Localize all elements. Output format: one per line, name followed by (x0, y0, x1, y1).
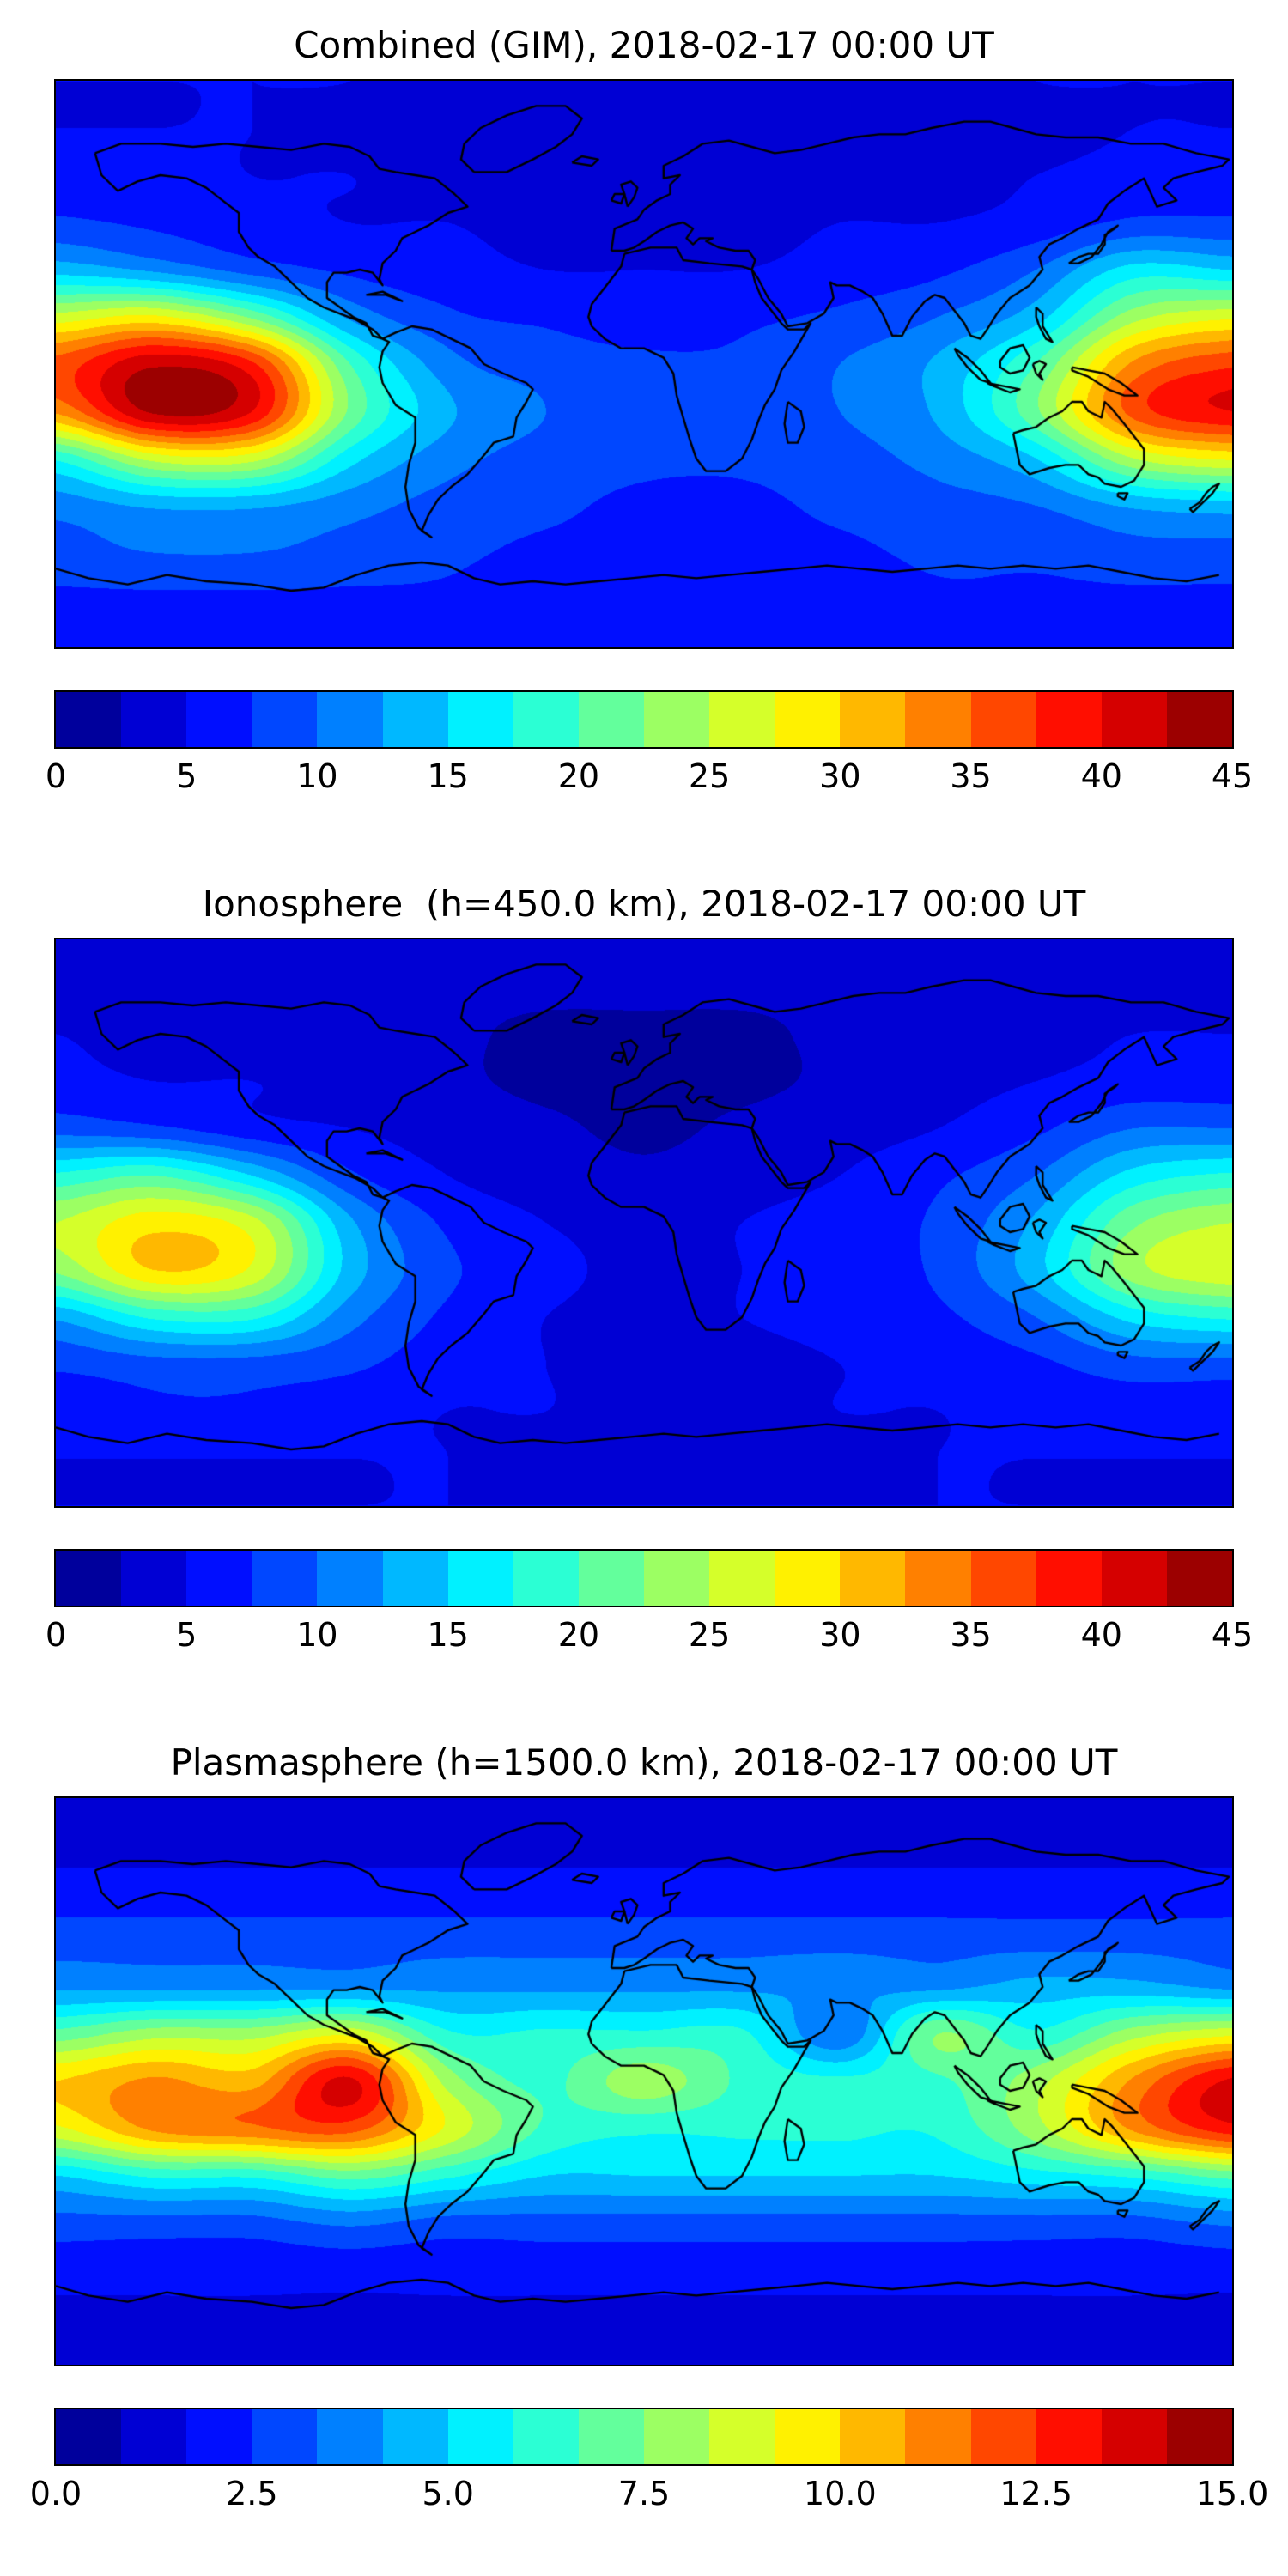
colorbar-segment (121, 1551, 187, 1606)
colorbar-plasmasphere (54, 2408, 1234, 2466)
colorbar-segment (317, 692, 383, 747)
colorbar-segment (905, 2409, 971, 2464)
colorbar-tick-label: 0 (45, 1616, 67, 1654)
colorbar-segment (1166, 692, 1232, 747)
colorbar-tick-label: 35 (950, 1616, 992, 1654)
colorbar-segment (317, 1551, 383, 1606)
colorbar-segment (447, 692, 513, 747)
colorbar-segment (775, 2409, 841, 2464)
colorbar-segment (121, 692, 187, 747)
panel-combined-gim: Combined (GIM), 2018-02-17 00:00 UT 0 5 10… (0, 24, 1288, 859)
panel-plasmasphere: Plasmasphere (h=1500.0 km), 2018-02-17 0… (0, 1741, 1288, 2576)
colorbar-segment (513, 692, 579, 747)
colorbar-tick-label: 10.0 (804, 2475, 877, 2512)
colorbar-segment (578, 692, 644, 747)
colorbar-tick-label: 7.5 (617, 2475, 671, 2512)
colorbar-tick-label: 25 (688, 757, 731, 795)
colorbar-segment (252, 1551, 318, 1606)
colorbar-segment (252, 2409, 318, 2464)
map-title-ionosphere: Ionosphere (h=450.0 km), 2018-02-17 00:0… (202, 883, 1086, 925)
colorbar-segment (775, 1551, 841, 1606)
colorbar-ticks-plasmasphere: 0.0 2.5 5.0 7.5 10.0 12.5 15.0 (30, 2473, 1269, 2519)
colorbar-segment (578, 2409, 644, 2464)
colorbar-segment (186, 2409, 252, 2464)
colorbar-segment (56, 2409, 122, 2464)
colorbar-segment (1036, 2409, 1102, 2464)
colorbar-tick-label: 30 (819, 1616, 861, 1654)
colorbar-segment (643, 692, 710, 747)
colorbar-tick-label: 30 (819, 757, 861, 795)
colorbar-segment (186, 692, 252, 747)
panel-ionosphere: Ionosphere (h=450.0 km), 2018-02-17 00:0… (0, 883, 1288, 1717)
colorbar-tick-label: 40 (1080, 757, 1122, 795)
colorbar-segment (840, 1551, 906, 1606)
colorbar-tick-label: 15 (427, 757, 469, 795)
colorbar-tick-label: 40 (1080, 1616, 1122, 1654)
colorbar-segment (709, 1551, 775, 1606)
map-title-combined: Combined (GIM), 2018-02-17 00:00 UT (294, 24, 994, 66)
colorbar-segment (775, 692, 841, 747)
colorbar-segment (121, 2409, 187, 2464)
colorbar-segment (905, 1551, 971, 1606)
colorbar-segment (1101, 692, 1167, 747)
colorbar-segment (643, 2409, 710, 2464)
colorbar-segment (970, 1551, 1036, 1606)
colorbar-segment (578, 1551, 644, 1606)
colorbar-segment (840, 692, 906, 747)
colorbar-tick-label: 45 (1211, 1616, 1254, 1654)
colorbar-tick-label: 0.0 (29, 2475, 82, 2512)
map-title-plasmasphere: Plasmasphere (h=1500.0 km), 2018-02-17 0… (170, 1741, 1118, 1783)
colorbar-segment (56, 1551, 122, 1606)
colorbar-segment (447, 2409, 513, 2464)
colorbar-segment (186, 1551, 252, 1606)
colorbar-segment (382, 692, 448, 747)
world-tec-map-ionosphere (54, 938, 1234, 1508)
tec-maps-figure: Combined (GIM), 2018-02-17 00:00 UT 0 5 10… (0, 24, 1288, 2576)
colorbar-ticks-ionosphere: 0 5 10 15 20 25 30 35 40 45 (46, 1614, 1253, 1661)
colorbar-ticks-combined: 0 5 10 15 20 25 30 35 40 45 (46, 756, 1253, 802)
colorbar-segment (317, 2409, 383, 2464)
colorbar-segment (1036, 1551, 1102, 1606)
colorbar-tick-label: 5 (176, 1616, 197, 1654)
colorbar-tick-label: 20 (557, 757, 600, 795)
colorbar-segment (905, 692, 971, 747)
colorbar-segment (709, 2409, 775, 2464)
colorbar-tick-label: 10 (296, 757, 338, 795)
colorbar-segment (1166, 2409, 1232, 2464)
colorbar-segment (513, 1551, 579, 1606)
colorbar-segment (643, 1551, 710, 1606)
colorbar-segment (970, 692, 1036, 747)
colorbar-tick-label: 35 (950, 757, 992, 795)
colorbar-tick-label: 10 (296, 1616, 338, 1654)
colorbar-tick-label: 20 (557, 1616, 600, 1654)
colorbar-tick-label: 15 (427, 1616, 469, 1654)
colorbar-tick-label: 0 (45, 757, 67, 795)
world-tec-map-plasmasphere (54, 1796, 1234, 2366)
world-tec-map-combined (54, 79, 1234, 649)
colorbar-segment (709, 692, 775, 747)
colorbar-segment (382, 1551, 448, 1606)
colorbar-segment (1166, 1551, 1232, 1606)
colorbar-segment (970, 2409, 1036, 2464)
colorbar-tick-label: 12.5 (999, 2475, 1072, 2512)
colorbar-segment (382, 2409, 448, 2464)
colorbar-tick-label: 45 (1211, 757, 1254, 795)
colorbar-segment (1036, 692, 1102, 747)
colorbar-segment (1101, 2409, 1167, 2464)
colorbar-segment (447, 1551, 513, 1606)
colorbar-segment (1101, 1551, 1167, 1606)
colorbar-tick-label: 5 (176, 757, 197, 795)
colorbar-segment (56, 692, 122, 747)
colorbar-tick-label: 25 (688, 1616, 731, 1654)
colorbar-segment (840, 2409, 906, 2464)
colorbar-combined (54, 690, 1234, 749)
colorbar-tick-label: 5.0 (422, 2475, 474, 2512)
colorbar-tick-label: 15.0 (1195, 2475, 1269, 2512)
colorbar-tick-label: 2.5 (226, 2475, 278, 2512)
colorbar-segment (513, 2409, 579, 2464)
colorbar-segment (252, 692, 318, 747)
colorbar-ionosphere (54, 1549, 1234, 1607)
